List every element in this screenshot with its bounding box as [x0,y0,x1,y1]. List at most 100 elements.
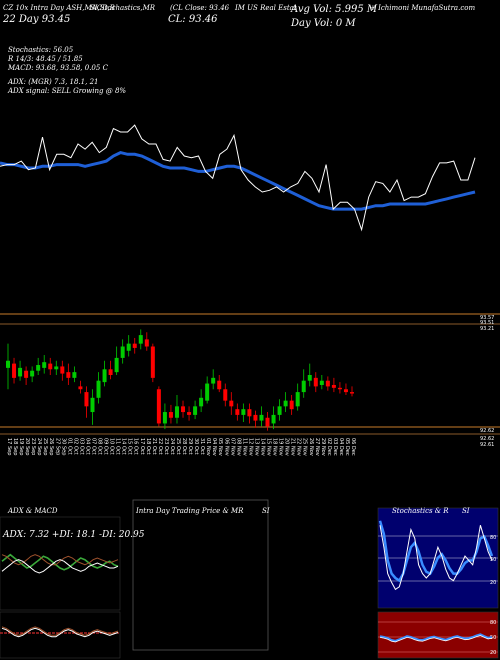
candle-body [271,414,276,424]
date-tick-label: 04 Oct [84,438,90,455]
rsi-signal-line [379,635,493,643]
date-tick-label: 01 Oct [66,438,72,455]
candle-body [90,397,95,413]
header-stochrsi: SI,Stochastics,MR [90,4,156,12]
date-tick-label: 18 Oct [145,438,151,455]
adx-series-line [1,553,119,571]
date-tick-label: 11 Oct [115,438,121,455]
date-tick-label: 24 Sep [36,438,42,455]
candle-body [132,343,137,348]
candle-body [42,362,47,368]
candle-body [319,380,324,385]
candle-body [259,414,264,421]
date-tick-label: 08 Oct [97,438,103,455]
price-line-chart [0,124,476,232]
candle-body [168,412,173,418]
candle-body [78,386,83,390]
candle-body [162,412,167,424]
date-tick-label: 30 Oct [193,438,199,455]
date-tick-label: 27 Sep [54,438,60,455]
date-axis: 17 Sep 18 Sep 19 Sep 20 Sep 23 Sep 24 Sep 25 S… [6,438,356,456]
date-tick-label: 07 Oct [90,438,96,455]
candle-body [337,387,342,390]
candle-body [223,389,228,401]
date-tick-label: 18 Nov [272,438,278,456]
date-tick-label: 13 Nov [253,438,259,456]
stoch-line-chart [378,520,494,591]
date-tick-label: 19 Nov [278,438,284,456]
candle-body [12,363,17,378]
date-tick-label: 17 Sep [6,438,12,455]
date-tick-label: 20 Nov [284,438,290,456]
price-line [0,124,476,232]
date-tick-label: 29 Oct [187,438,193,455]
date-tick-label: 15 Nov [266,438,272,456]
date-tick-label: 22 Oct [157,438,163,455]
candle-body [193,406,198,415]
date-tick-label: 17 Oct [139,438,145,455]
candle-body [66,372,71,378]
candle-body [108,369,113,375]
adx-line-chart [1,553,119,574]
candle-body [24,370,29,378]
header-avg-vol: Avg Vol: 5.995 M [291,4,378,15]
rsi-level-80: 80 [490,620,496,626]
adx-text: ADX: (MGR) 7.3, 18.1, 21 [8,78,99,86]
intraday-panel-frame [132,499,269,651]
date-tick-label: 25 Nov [302,438,308,456]
date-tick-label: 01 Nov [205,438,211,456]
date-tick-label: 02 Dec [326,438,332,456]
intraday-panel-title: Intra Day Trading Price & MR [136,507,244,515]
candle-body [18,367,23,377]
candle-body [211,377,216,384]
candle-body [6,360,10,368]
candle-body [126,343,131,351]
candle-body [247,409,252,417]
date-tick-label: 30 Sep [60,438,66,455]
date-tick-label: 06 Dec [350,438,356,456]
date-tick-label: 09 Oct [103,438,109,455]
date-tick-label: 31 Oct [199,438,205,455]
price-label-bot2: 92.62 [480,436,494,442]
candle-body [295,392,300,407]
date-tick-label: 27 Nov [314,438,320,456]
price-label-bot3: 92.61 [480,442,494,448]
date-tick-label: 05 Nov [217,438,223,456]
candle-body [48,363,53,370]
candle-body [156,389,161,424]
stoch-level-50: 50 [490,557,496,563]
candle-body [36,365,41,371]
candle-body [150,346,155,378]
stoch-panel-title: Stochastics & R [392,507,449,515]
date-tick-label: 16 Oct [133,438,139,455]
candle-body [144,339,149,347]
date-tick-label: 29 Nov [320,438,326,456]
candle-body [217,380,222,390]
rsi-level-50: 50 [490,635,496,641]
date-tick-label: 04 Dec [338,438,344,456]
date-tick-label: 26 Sep [48,438,54,455]
candle-body [96,380,101,398]
candle-body [205,383,210,401]
candle-body [60,366,65,374]
macd-line-chart [1,626,119,638]
candle-body [253,414,258,421]
date-tick-label: 04 Nov [211,438,217,456]
candle-body [199,397,204,407]
date-tick-label: 03 Oct [78,438,84,455]
date-tick-label: 10 Oct [109,438,115,455]
price-label-bot1: 92.62 [480,428,494,434]
date-tick-label: 25 Oct [175,438,181,455]
candle-body [114,357,119,373]
date-tick-label: 26 Nov [308,438,314,456]
candlestick-chart [6,329,354,431]
r-text: R 14/3: 48.45 / 51.85 [8,55,83,63]
stoch-k-line [379,525,493,591]
candle-body [235,409,240,415]
date-tick-label: 12 Nov [247,438,253,456]
stoch-level-20: 20 [490,580,496,586]
header-day-vol: Day Vol: 0 M [291,18,356,29]
header-company: IM US Real Estat [235,4,297,12]
date-tick-label: 14 Nov [259,438,265,456]
